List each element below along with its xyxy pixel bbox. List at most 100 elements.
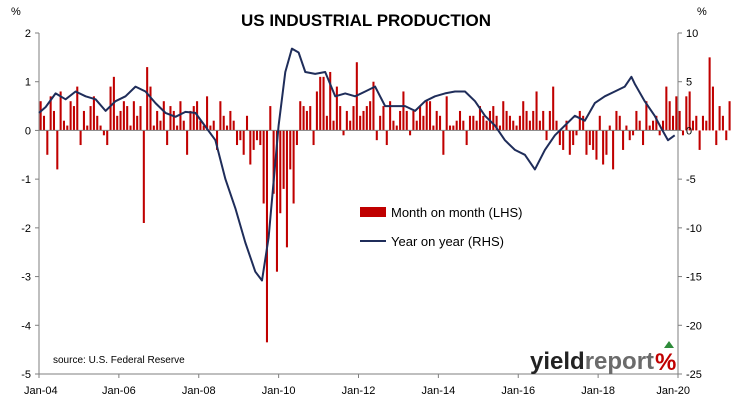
bar-month [142,130,145,223]
bar-month [282,130,285,189]
x-tick-label: Jan-14 [422,385,456,397]
bar-month [522,101,525,131]
bar-month [242,130,245,155]
bar-month [275,130,278,272]
x-tick-label: Jan-04 [24,385,58,397]
source-note: source: U.S. Federal Reserve [53,355,185,366]
bar-month [345,110,348,131]
left-axis-unit: % [11,6,21,18]
bar-month [475,120,478,131]
x-tick-label: Jan-08 [182,385,216,397]
bar-month [146,67,149,131]
right-axis-ticks: 10 5 0 -5 -10 -15 -20 -25 [678,28,702,381]
left-tick-label: -3 [21,272,31,284]
bar-month [279,130,282,214]
bar-month [295,130,298,146]
bar-month [462,120,465,131]
legend-label-year: Year on year (RHS) [391,234,504,249]
right-tick-label: -20 [686,320,702,332]
bar-month [518,115,521,131]
bar-month [289,130,292,170]
bar-month [92,96,95,131]
bar-month [172,110,175,131]
bar-month [432,125,435,131]
bar-month [269,106,272,131]
bar-month [362,110,365,131]
bar-month [202,125,205,131]
bar-month [96,115,99,131]
bar-month [628,130,631,141]
brand-text-dark: yield [530,348,585,375]
bar-month [542,110,545,131]
bar-month [442,130,445,155]
x-tick-label: Jan-12 [342,385,376,397]
bar-month [235,130,239,146]
bar-month [412,110,415,131]
left-tick-label: -2 [21,223,31,235]
bar-month [505,110,508,131]
bar-month [179,101,182,131]
bar-month [595,130,598,160]
bar-month [39,101,42,131]
bar-month [452,125,455,131]
bar-month [658,130,661,136]
bar-month [359,115,362,131]
right-tick-label: -25 [686,369,702,381]
bar-month [335,86,338,131]
bar-month [585,130,588,155]
bar-month [625,125,628,131]
bar-month [429,101,432,131]
brand-text-light: report [585,348,654,375]
bar-month [285,130,288,248]
left-tick-label: 0 [25,125,31,137]
bar-month [572,130,575,146]
bar-month [169,106,172,131]
right-tick-label: 5 [686,77,692,89]
bar-month [532,110,535,131]
x-tick-label: Jan-06 [102,385,136,397]
bar-month [152,125,155,131]
bar-month [139,106,142,131]
bar-month [455,120,458,131]
bar-month [79,130,82,146]
bar-month [315,91,318,131]
month-on-month-bars [39,57,731,343]
bar-month [136,115,139,131]
brand-leaf-icon [664,341,674,348]
right-axis-unit: % [697,6,707,18]
bar-month [478,106,481,131]
bar-month [645,101,648,131]
bar-month [578,110,581,131]
bar-month [422,115,425,131]
bar-month [701,115,704,131]
x-axis-ticks: Jan-04 Jan-06 Jan-08 Jan-10 Jan-12 Jan-14 Jan-… [24,374,690,397]
bar-month [705,120,708,131]
svg-text:yieldreport: yieldreport [530,348,654,375]
x-tick-label: Jan-18 [581,385,615,397]
bar-month [309,106,312,131]
bar-month [239,130,242,141]
bar-month [392,120,395,131]
bar-month [56,130,59,170]
bar-month [642,130,645,146]
bar-month [229,110,232,131]
bar-month [721,115,724,131]
bar-month [425,101,428,131]
bar-month [445,96,448,131]
bar-month [109,86,112,131]
bar-month [62,120,65,131]
bar-month [728,101,731,131]
bar-month [249,130,252,165]
bar-month [698,130,701,150]
bar-month [618,115,621,131]
legend-swatch-bars [360,207,386,217]
bar-month [472,115,475,131]
bar-month [329,71,332,131]
bar-month [122,101,125,131]
bar-month [332,120,335,131]
bar-month [312,130,315,146]
bar-month [655,115,658,131]
x-tick-label: Jan-20 [656,385,690,397]
bar-month [322,76,325,131]
bar-month [678,110,681,131]
